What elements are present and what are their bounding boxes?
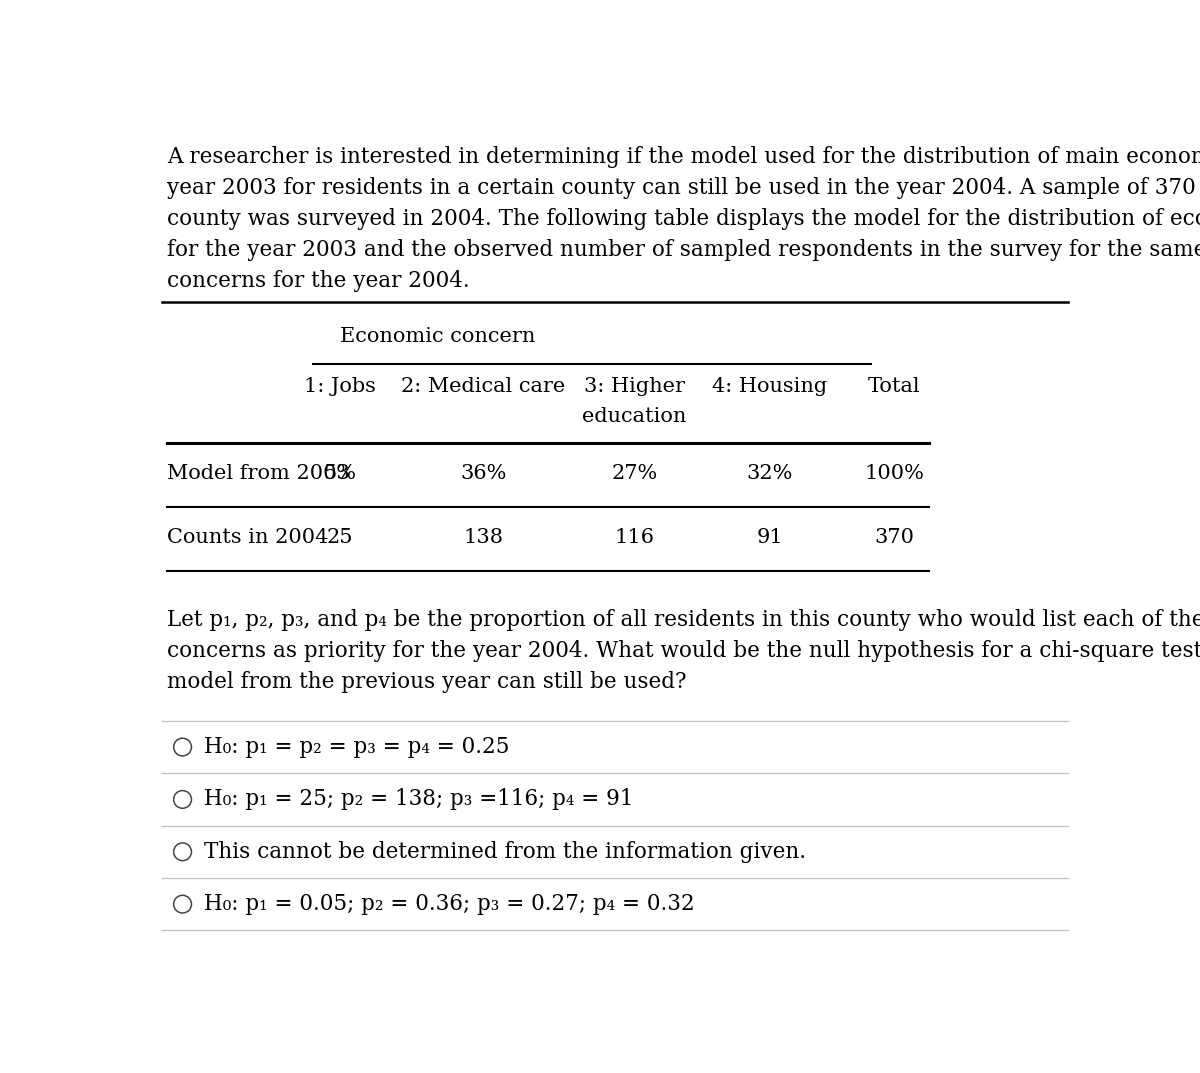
Text: 5%: 5% bbox=[323, 465, 356, 484]
Text: 36%: 36% bbox=[460, 465, 506, 484]
Text: county was surveyed in 2004. The following table displays the model for the dist: county was surveyed in 2004. The followi… bbox=[167, 208, 1200, 230]
Text: This cannot be determined from the information given.: This cannot be determined from the infor… bbox=[204, 841, 806, 863]
Text: 25: 25 bbox=[326, 528, 353, 547]
Text: model from the previous year can still be used?: model from the previous year can still b… bbox=[167, 671, 686, 693]
Text: 2: Medical care: 2: Medical care bbox=[401, 378, 565, 396]
Text: 32%: 32% bbox=[746, 465, 793, 484]
Text: H₀: p₁ = 25; p₂ = 138; p₃ =116; p₄ = 91: H₀: p₁ = 25; p₂ = 138; p₃ =116; p₄ = 91 bbox=[204, 789, 634, 810]
Text: H₀: p₁ = p₂ = p₃ = p₄ = 0.25: H₀: p₁ = p₂ = p₃ = p₄ = 0.25 bbox=[204, 736, 510, 758]
Text: 91: 91 bbox=[757, 528, 784, 547]
Text: A researcher is interested in determining if the model used for the distribution: A researcher is interested in determinin… bbox=[167, 147, 1200, 168]
Text: 116: 116 bbox=[614, 528, 654, 547]
Text: H₀: p₁ = 0.05; p₂ = 0.36; p₃ = 0.27; p₄ = 0.32: H₀: p₁ = 0.05; p₂ = 0.36; p₃ = 0.27; p₄ … bbox=[204, 893, 695, 915]
Text: Economic concern: Economic concern bbox=[340, 326, 535, 346]
Text: concerns for the year 2004.: concerns for the year 2004. bbox=[167, 269, 469, 292]
Text: concerns as priority for the year 2004. What would be the null hypothesis for a : concerns as priority for the year 2004. … bbox=[167, 640, 1200, 662]
Text: 27%: 27% bbox=[611, 465, 658, 484]
Text: 3: Higher: 3: Higher bbox=[584, 378, 685, 396]
Text: 138: 138 bbox=[463, 528, 503, 547]
Text: education: education bbox=[582, 407, 686, 426]
Text: Model from 2003: Model from 2003 bbox=[167, 465, 350, 484]
Text: for the year 2003 and the observed number of sampled respondents in the survey f: for the year 2003 and the observed numbe… bbox=[167, 239, 1200, 261]
Text: Let p₁, p₂, p₃, and p₄ be the proportion of all residents in this county who wou: Let p₁, p₂, p₃, and p₄ be the proportion… bbox=[167, 609, 1200, 631]
Text: 1: Jobs: 1: Jobs bbox=[304, 378, 376, 396]
Text: 370: 370 bbox=[874, 528, 914, 547]
Text: Counts in 2004: Counts in 2004 bbox=[167, 528, 329, 547]
Text: year 2003 for residents in a certain county can still be used in the year 2004. : year 2003 for residents in a certain cou… bbox=[167, 177, 1200, 200]
Text: 4: Housing: 4: Housing bbox=[713, 378, 828, 396]
Text: Total: Total bbox=[868, 378, 920, 396]
Text: 100%: 100% bbox=[864, 465, 924, 484]
